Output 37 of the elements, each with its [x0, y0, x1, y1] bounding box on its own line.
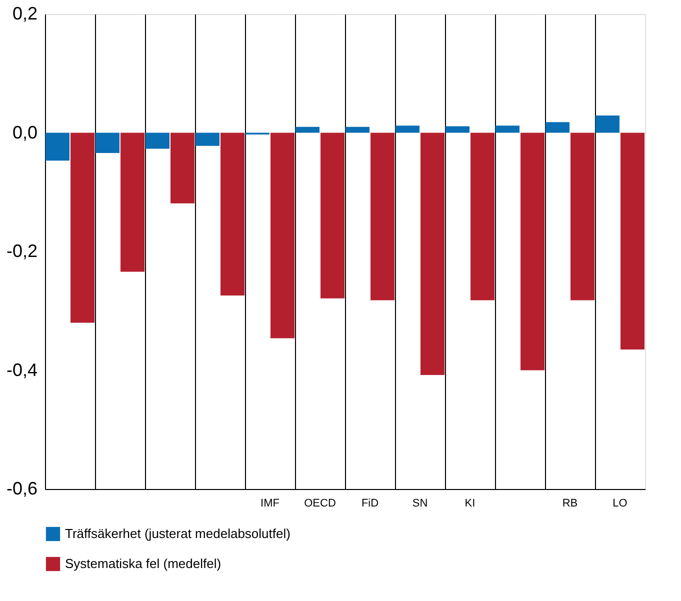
- x-tick-label: KI: [464, 498, 476, 510]
- bar: [396, 126, 420, 133]
- legend-label: Träffsäkerhet (justerat medelabsolutfel): [65, 526, 290, 541]
- x-tick-label: LO: [612, 498, 628, 510]
- x-tick-label: FiD: [361, 498, 379, 510]
- bar: [46, 132, 70, 161]
- y-tick-label: -0,2: [6, 241, 38, 261]
- bar: [346, 126, 370, 133]
- bar: [146, 132, 170, 149]
- bar: [446, 126, 470, 133]
- y-tick-label: 0,2: [12, 4, 38, 24]
- x-tick-label: SN: [412, 498, 428, 510]
- bar: [320, 132, 344, 298]
- y-tick-label: -0,6: [6, 478, 38, 498]
- bar: [120, 132, 144, 272]
- y-tick-label: -0,4: [6, 360, 38, 380]
- bar: [546, 122, 570, 133]
- x-tick-label: OECD: [304, 498, 336, 510]
- x-tick-label: IMF: [260, 498, 280, 510]
- bar: [196, 132, 220, 146]
- x-tick-label: RB: [562, 498, 578, 510]
- bar: [270, 132, 294, 338]
- bar: [620, 132, 644, 350]
- bar: [70, 132, 94, 323]
- bar: [296, 126, 320, 133]
- bar: [470, 132, 494, 300]
- bar: [370, 132, 394, 300]
- bar: [496, 126, 520, 133]
- bar: [220, 132, 244, 296]
- bar: [170, 132, 194, 204]
- bar: [96, 132, 120, 153]
- bar: [520, 132, 544, 370]
- bar: [570, 132, 594, 300]
- bar: [420, 132, 444, 375]
- bar: [596, 116, 620, 133]
- legend-label: Systematiska fel (medelfel): [65, 556, 222, 571]
- y-tick-label: 0,0: [12, 122, 38, 142]
